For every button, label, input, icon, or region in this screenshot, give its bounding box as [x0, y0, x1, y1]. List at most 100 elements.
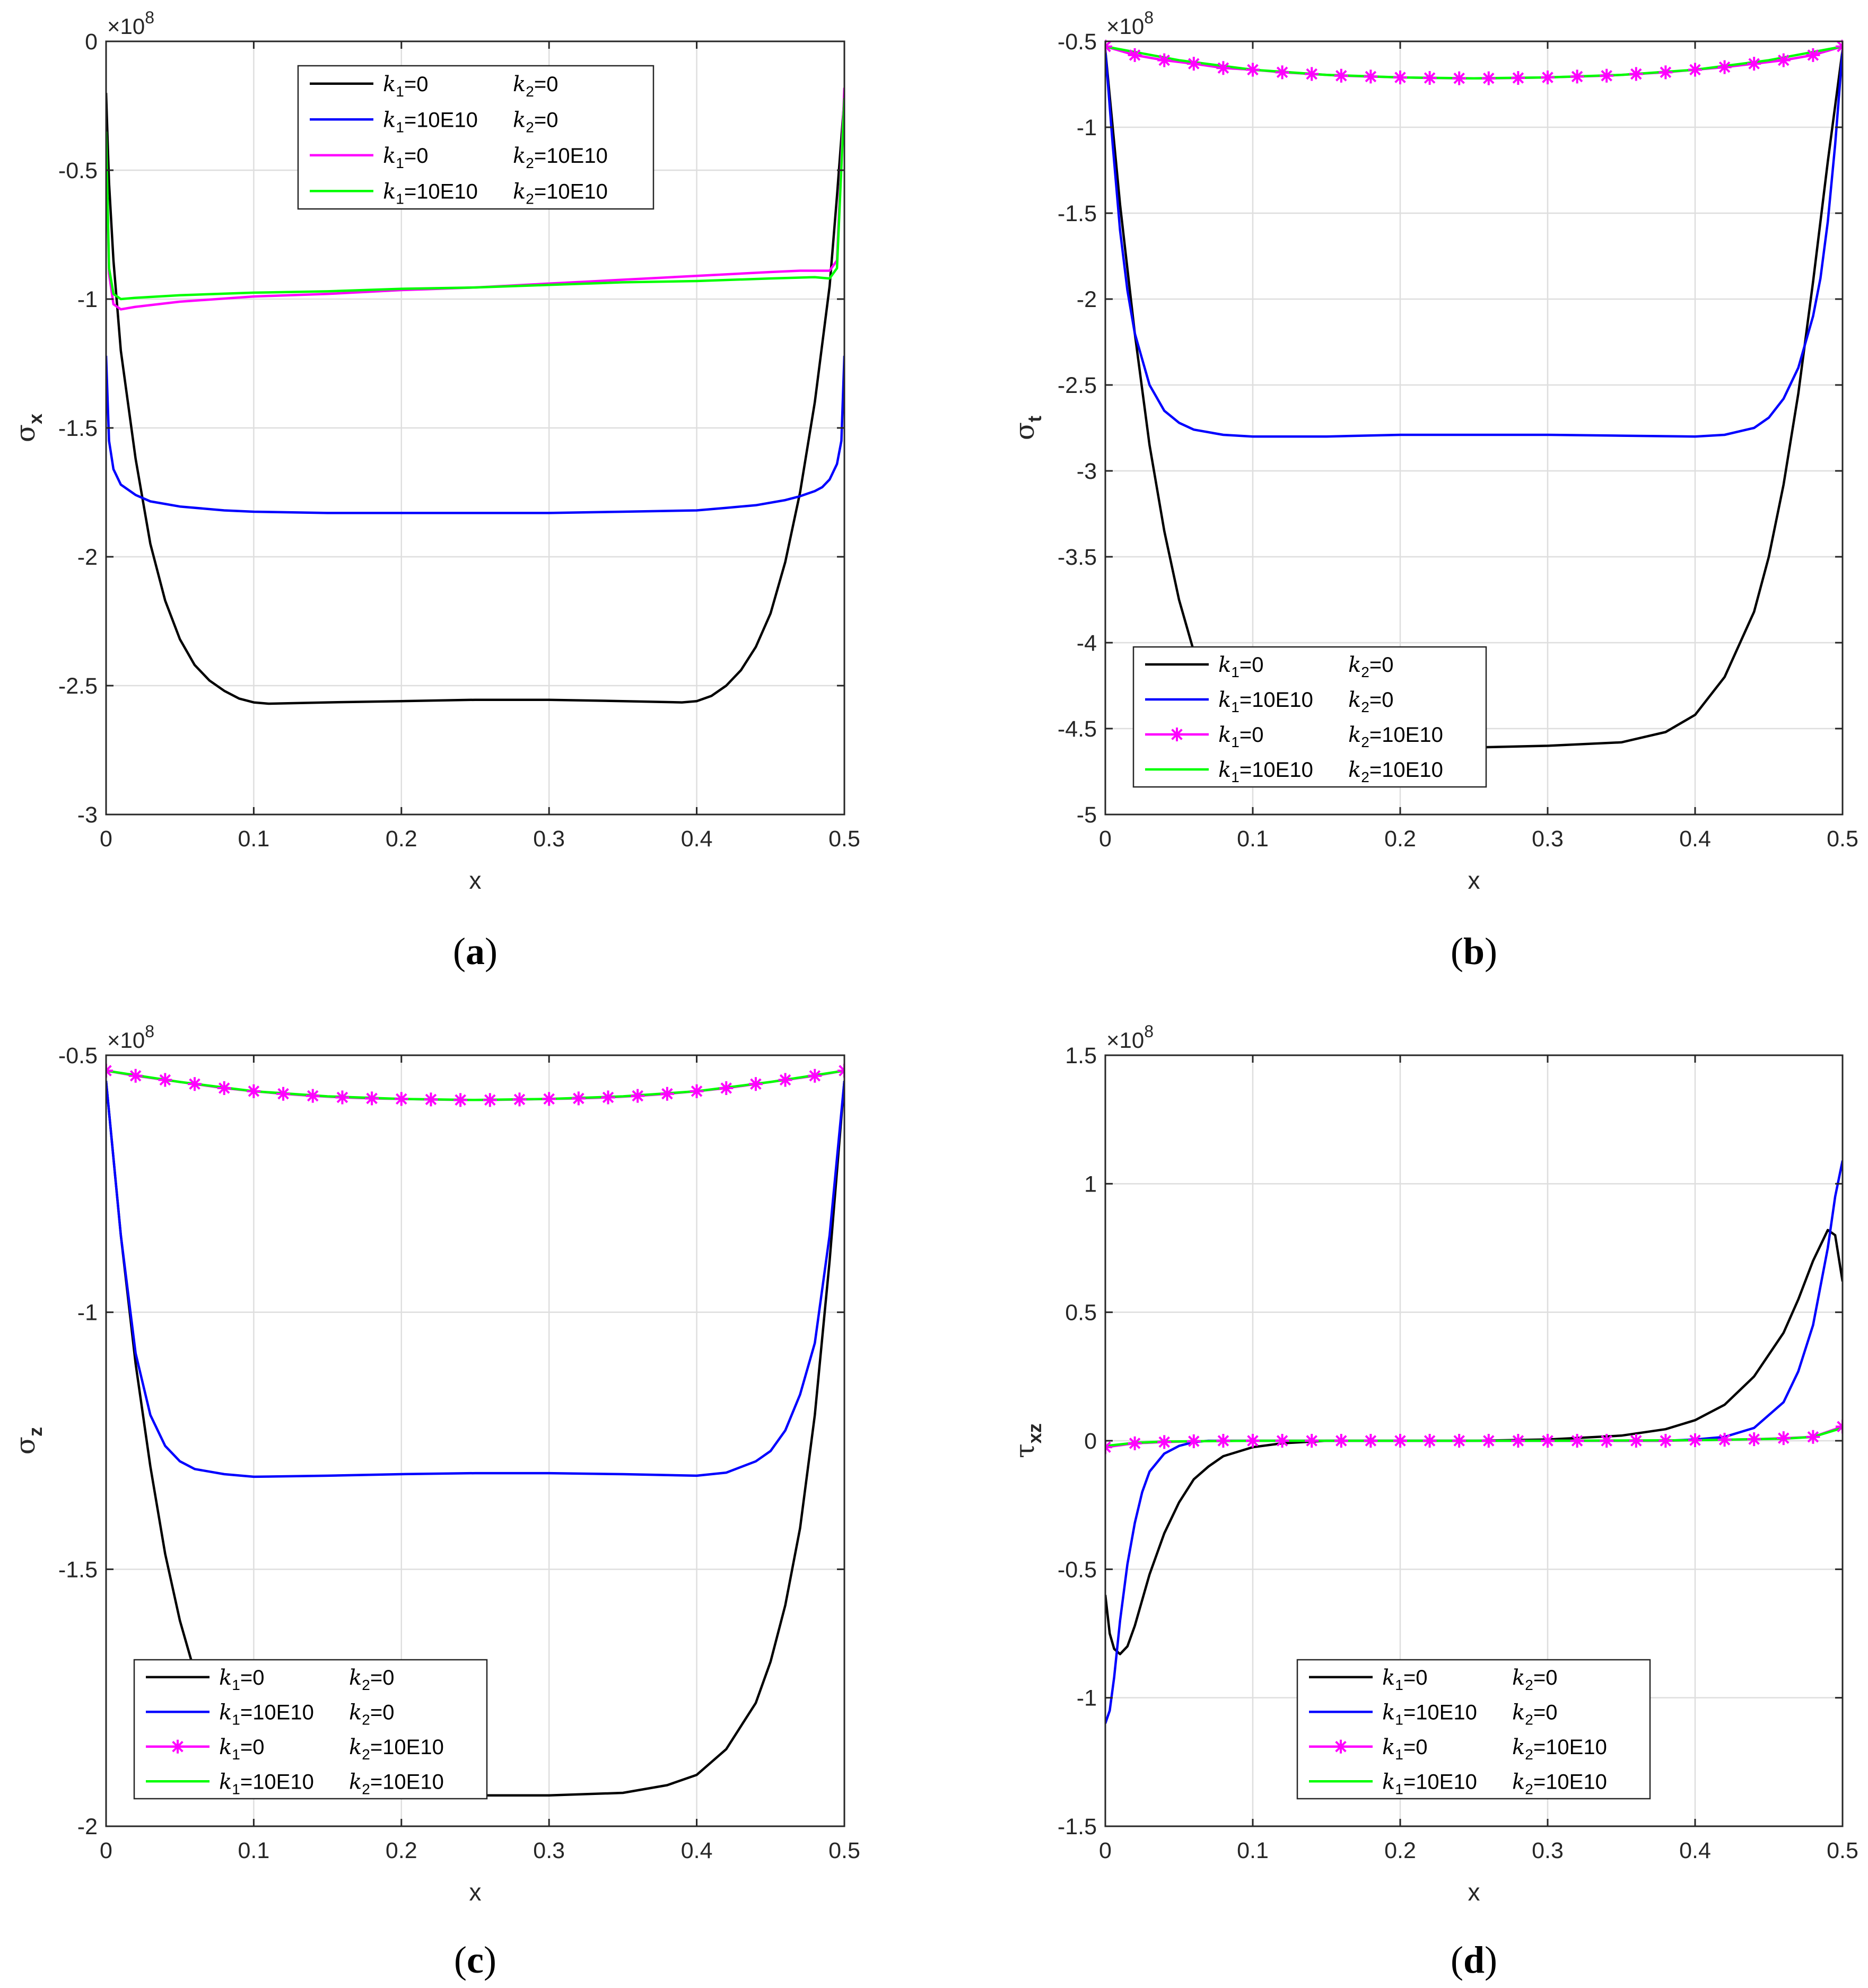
legend-entry-2-k1: k1=10E10	[219, 1700, 314, 1728]
series-3-marker	[1452, 1434, 1467, 1448]
y-tick-label: 0	[1084, 1429, 1097, 1454]
legend-k2-value: =0	[1369, 653, 1394, 677]
legend-k-symbol: k	[513, 72, 526, 97]
series-line-2	[106, 1081, 844, 1478]
axes-box	[105, 1054, 845, 1827]
series-3-marker	[1541, 71, 1555, 85]
x-tick-label: 0.3	[1532, 1838, 1564, 1863]
legend-k-index: 2	[1525, 1677, 1533, 1693]
legend-box	[297, 65, 654, 210]
legend-k-symbol: k	[1218, 758, 1231, 782]
y-tick-label: -3	[77, 802, 98, 828]
x-tick-label: 0.3	[1532, 826, 1564, 852]
y-axis-symbol: τ	[1009, 1443, 1040, 1458]
legend-k1-value: =0	[1403, 1736, 1428, 1759]
x-tick-label: 0.4	[681, 1838, 713, 1863]
legend-k-symbol: k	[513, 179, 526, 204]
legend-k-index: 2	[1361, 699, 1369, 715]
series-3-marker	[1806, 1430, 1820, 1444]
series-line-2	[106, 355, 844, 514]
legend-entry-4-k2: k2=10E10	[513, 179, 608, 207]
legend-k-symbol: k	[1218, 653, 1231, 677]
legend-k-index: 1	[396, 190, 404, 207]
legend-k-symbol: k	[1218, 723, 1231, 747]
legend-k-symbol: k	[1348, 688, 1361, 712]
series-3-marker	[1600, 1434, 1614, 1448]
y-tick-label: -1	[1077, 115, 1097, 141]
legend-k2-value: =0	[534, 73, 558, 96]
legend-k-index: 1	[232, 1711, 240, 1728]
series-3-marker	[276, 1087, 291, 1101]
y-tick-label: -1.5	[1058, 1814, 1097, 1840]
series-3-marker	[1364, 1434, 1378, 1448]
legend-k-index: 1	[232, 1677, 240, 1693]
legend-entry-1-k1: k1=0	[1382, 1666, 1427, 1693]
series-3-marker	[1481, 1434, 1496, 1448]
x-tick-label: 0.1	[1237, 826, 1269, 852]
legend-k-index: 2	[526, 83, 534, 100]
y-tick-label: -3	[1077, 459, 1097, 484]
legend-k-index: 2	[1361, 769, 1369, 785]
legend-k-index: 2	[1525, 1711, 1533, 1728]
legend-entry-1-k1: k1=0	[1218, 653, 1263, 680]
legend-k-index: 2	[1361, 664, 1369, 680]
legend-entry-3-k2: k2=10E10	[513, 144, 608, 171]
exponent-label: ×108	[1106, 1022, 1154, 1053]
legend-k-symbol: k	[1382, 1666, 1395, 1690]
legend-k2-value: =0	[370, 1701, 395, 1724]
legend-k-symbol: k	[1382, 1700, 1395, 1724]
legend-k2-value: =10E10	[1533, 1770, 1607, 1793]
exponent-power: 8	[1144, 1022, 1154, 1041]
legend-k2-value: =10E10	[534, 180, 608, 203]
x-tick-label: 0.2	[386, 1838, 417, 1863]
legend-k-symbol: k	[1348, 758, 1361, 782]
series-3-marker	[512, 1092, 527, 1107]
legend-box	[1296, 1659, 1651, 1800]
legend-k-index: 2	[526, 119, 534, 135]
legend-marker-3	[171, 1739, 185, 1754]
panel-d: 0 0.1 0.2 0.3 0.4 0.5 -1.5 -1 -0.5 0 0.5 1 1.5 ×108 x τ…	[1009, 1022, 1858, 1981]
y-tick-label: 0	[85, 29, 98, 55]
y-axis-label: σt	[1009, 416, 1045, 440]
exponent-base: ×10	[107, 1028, 145, 1053]
y-axis-symbol: σ	[10, 424, 41, 442]
legend-k-index: 1	[232, 1781, 240, 1797]
y-axis-subscript: xz	[1024, 1423, 1045, 1443]
legend-entry-1-k1: k1=0	[219, 1666, 264, 1693]
y-tick-label: -2	[77, 1814, 98, 1840]
series-group	[106, 87, 844, 705]
exponent-power: 8	[1144, 8, 1154, 27]
exponent-label: ×108	[1106, 8, 1154, 39]
legend-k-symbol: k	[1218, 688, 1231, 712]
y-axis-symbol: σ	[1009, 422, 1040, 440]
y-tick-label: -2	[77, 545, 98, 570]
series-3-marker	[483, 1093, 497, 1107]
legend-entry-3-k1: k1=0	[1218, 723, 1263, 750]
y-tick-label: -1.5	[58, 416, 98, 441]
legend-entry-3-k1: k1=0	[219, 1735, 264, 1763]
legend-k-symbol: k	[1382, 1770, 1395, 1794]
y-axis-label: τxz	[1009, 1423, 1045, 1458]
legend-k-index: 1	[1231, 699, 1239, 715]
caption-letter: c	[467, 1939, 484, 1981]
panel-caption: (b)	[1451, 930, 1497, 973]
x-tick-label: 0.4	[681, 826, 713, 852]
series-3-marker	[1629, 67, 1643, 81]
legend-k2-value: =0	[370, 1666, 395, 1689]
legend-entry-4-k2: k2=10E10	[1348, 758, 1443, 785]
legend-k-symbol: k	[1512, 1770, 1525, 1794]
y-tick-label: 0.5	[1065, 1300, 1097, 1326]
y-tick-label: 1	[1084, 1171, 1097, 1197]
series-3-marker	[1776, 1431, 1791, 1446]
panel-b: 0 0.1 0.2 0.3 0.4 0.5 -5 -4.5 -4 -3.5 -3 -2.5 -2 -1.5…	[1009, 8, 1858, 973]
caption-letter: b	[1463, 930, 1485, 973]
legend-entry-1-k2: k2=0	[1348, 653, 1393, 680]
series-3-marker	[453, 1093, 468, 1107]
series-3-marker	[1511, 1434, 1525, 1448]
legend-k-index: 2	[362, 1711, 370, 1728]
legend-k-index: 2	[526, 155, 534, 171]
series-3-marker	[158, 1073, 172, 1087]
legend-k1-value: =0	[240, 1736, 265, 1759]
legend-k-index: 2	[526, 190, 534, 207]
y-tick-label: -0.5	[1058, 29, 1097, 55]
